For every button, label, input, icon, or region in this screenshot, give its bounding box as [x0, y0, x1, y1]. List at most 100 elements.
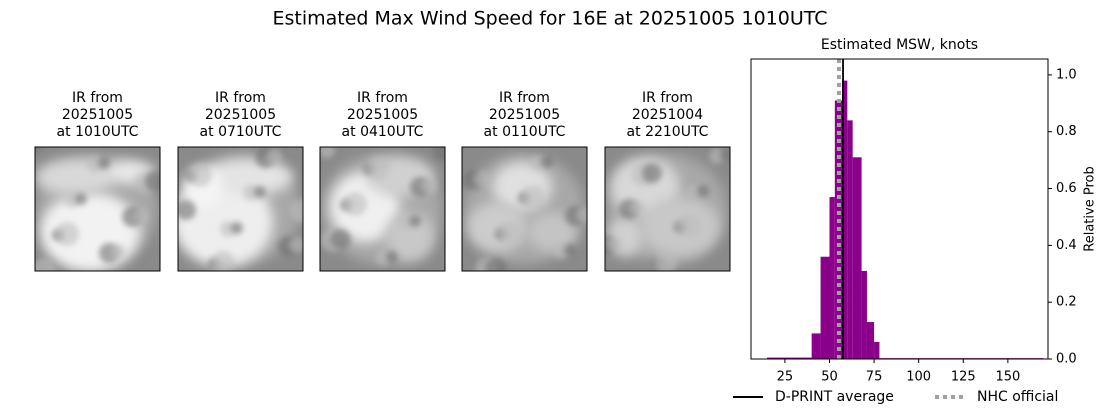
y-tick-label: 1.0 — [1056, 67, 1077, 82]
ir-image — [35, 147, 160, 271]
cloud-texture — [55, 222, 79, 246]
cloud-texture — [386, 251, 398, 263]
cloud-texture — [266, 149, 282, 165]
panel-title: IR from — [215, 90, 266, 106]
cloud-texture — [474, 171, 490, 187]
cloud-texture — [75, 193, 87, 205]
cloud-texture — [498, 221, 522, 245]
cloud-texture — [409, 215, 421, 227]
cloud-texture — [211, 251, 235, 271]
chart-title: Estimated MSW, knots — [821, 37, 978, 53]
y-tick-label: 0.4 — [1056, 238, 1077, 253]
bar — [829, 197, 835, 359]
cloud-texture — [290, 199, 303, 223]
image-panel — [34, 146, 161, 272]
cloud — [527, 212, 577, 252]
panel-title: 20251005 — [347, 107, 418, 123]
cloud-texture — [110, 244, 126, 260]
panel-title: at 2210UTC — [627, 124, 709, 140]
cloud-texture — [564, 244, 576, 256]
legend-label: NHC official — [977, 389, 1058, 405]
image-panel — [319, 146, 446, 272]
cloud-texture — [188, 163, 212, 187]
bar — [874, 341, 880, 359]
cloud-texture — [178, 200, 196, 220]
cloud-texture — [366, 156, 390, 180]
bar — [866, 322, 875, 359]
image-panel — [604, 146, 731, 272]
cloud-texture — [697, 185, 709, 197]
y-tick-label: 0.2 — [1056, 295, 1077, 310]
panel-title: IR from — [642, 90, 693, 106]
image-frame — [34, 146, 161, 272]
image-frame — [461, 146, 588, 272]
panel-title: 20251004 — [632, 107, 703, 123]
y-tick-label: 0.0 — [1056, 352, 1077, 367]
ir-image — [320, 147, 445, 271]
cloud-texture — [35, 258, 56, 271]
bar — [861, 270, 867, 359]
cloud-texture — [720, 149, 730, 161]
panel-title: 20251005 — [489, 107, 560, 123]
bar — [767, 357, 812, 359]
x-tick-label: 75 — [866, 370, 883, 385]
cloud-texture — [541, 156, 553, 168]
bar — [852, 157, 862, 359]
cloud-texture — [421, 178, 437, 194]
y-tick-label: 0.8 — [1056, 124, 1077, 139]
cloud-texture — [289, 237, 303, 253]
figure-title: Estimated Max Wind Speed for 16E at 2025… — [272, 8, 827, 30]
plot-frame — [750, 58, 1049, 360]
cloud-texture — [654, 250, 678, 271]
cloud-texture — [433, 147, 445, 161]
cloud-texture — [486, 258, 506, 271]
x-tick-label: 125 — [951, 370, 976, 385]
cloud-texture — [343, 192, 367, 216]
x-tick-label: 100 — [906, 370, 931, 385]
image-panel — [461, 146, 588, 272]
image-panel — [177, 146, 304, 272]
cloud-texture — [145, 171, 160, 191]
cloud-texture — [254, 186, 266, 198]
cloud-texture — [98, 157, 110, 169]
bar — [811, 333, 821, 359]
bar — [841, 80, 848, 359]
image-frame — [319, 146, 446, 272]
cloud — [385, 212, 435, 262]
cloud-texture — [331, 229, 351, 249]
panel-title: 20251005 — [205, 107, 276, 123]
bar — [847, 120, 853, 359]
y-axis-label: Relative Prob — [1083, 166, 1098, 251]
image-frame — [177, 146, 304, 272]
image-frame — [604, 146, 731, 272]
panel-title: at 0410UTC — [342, 124, 424, 140]
cloud-texture — [576, 207, 587, 223]
cloud — [203, 159, 293, 195]
panel-title: at 0710UTC — [200, 124, 282, 140]
panel-title: IR from — [499, 90, 550, 106]
ir-image — [605, 147, 730, 271]
panel-title: IR from — [72, 90, 123, 106]
ir-image — [178, 147, 303, 271]
cloud-texture — [231, 222, 243, 234]
cloud-texture — [607, 236, 623, 252]
cloud-texture — [133, 208, 149, 224]
cloud-texture — [35, 147, 41, 153]
x-tick-label: 25 — [777, 370, 794, 385]
cloud-texture — [630, 200, 646, 216]
ir-image — [462, 147, 587, 271]
cloud-texture — [677, 214, 701, 238]
panel-title: at 1010UTC — [57, 124, 139, 140]
legend-label: D-PRINT average — [775, 389, 894, 405]
panel-title: 20251005 — [62, 107, 133, 123]
bar — [820, 256, 830, 359]
x-tick-label: 50 — [821, 370, 838, 385]
cloud-texture — [521, 185, 545, 209]
x-tick-label: 150 — [995, 370, 1020, 385]
cloud-texture — [642, 163, 662, 183]
cloud-texture — [320, 147, 335, 158]
panel-title: IR from — [357, 90, 408, 106]
y-tick-label: 0.6 — [1056, 181, 1077, 196]
panel-title: at 0110UTC — [484, 124, 566, 140]
